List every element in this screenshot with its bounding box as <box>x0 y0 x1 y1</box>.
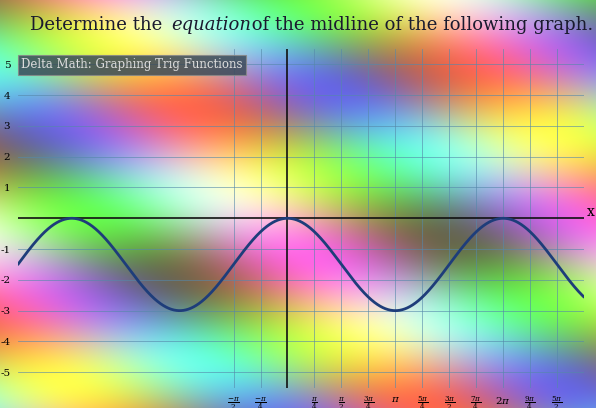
Text: Determine the: Determine the <box>30 16 168 33</box>
Text: x: x <box>587 205 595 219</box>
Text: Delta Math: Graphing Trig Functions: Delta Math: Graphing Trig Functions <box>21 58 243 71</box>
Text: of the midline of the following graph.: of the midline of the following graph. <box>246 16 594 33</box>
Text: equation: equation <box>171 16 251 33</box>
